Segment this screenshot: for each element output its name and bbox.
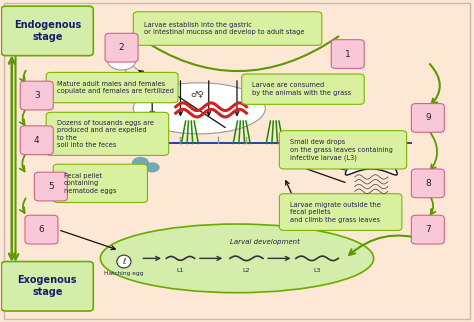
- Text: L3: L3: [313, 268, 321, 273]
- FancyBboxPatch shape: [20, 81, 53, 110]
- Circle shape: [108, 51, 136, 70]
- Text: Exogenous
stage: Exogenous stage: [18, 276, 77, 297]
- FancyBboxPatch shape: [242, 74, 364, 104]
- Text: ♂♀: ♂♀: [190, 90, 203, 99]
- FancyBboxPatch shape: [46, 72, 178, 103]
- Text: ℓ: ℓ: [122, 257, 126, 266]
- Text: 2: 2: [119, 43, 124, 52]
- Ellipse shape: [117, 255, 131, 268]
- FancyBboxPatch shape: [411, 215, 444, 244]
- Text: 8: 8: [425, 179, 431, 188]
- FancyBboxPatch shape: [53, 164, 147, 203]
- Circle shape: [115, 57, 119, 60]
- Ellipse shape: [133, 83, 265, 134]
- FancyBboxPatch shape: [1, 261, 93, 311]
- FancyBboxPatch shape: [105, 33, 138, 62]
- Text: Larvae migrate outside the
fecal pellets
and climb the grass leaves: Larvae migrate outside the fecal pellets…: [290, 202, 381, 223]
- Ellipse shape: [100, 224, 374, 293]
- FancyBboxPatch shape: [35, 172, 67, 201]
- Circle shape: [134, 169, 147, 178]
- Text: Fecal pellet
containing
nematode eggs: Fecal pellet containing nematode eggs: [64, 173, 116, 194]
- Text: Dozens of tousands eggs are
produced and are expelled
to the
soil into the feces: Dozens of tousands eggs are produced and…: [56, 119, 154, 148]
- Polygon shape: [346, 153, 397, 175]
- Text: L2: L2: [243, 268, 250, 273]
- FancyBboxPatch shape: [20, 126, 53, 155]
- Text: Larvae establish into the gastric
or intestinal mucosa and develop to adult stag: Larvae establish into the gastric or int…: [144, 22, 304, 35]
- FancyBboxPatch shape: [279, 131, 407, 169]
- FancyBboxPatch shape: [411, 169, 444, 198]
- Text: L1: L1: [177, 268, 184, 273]
- Circle shape: [145, 162, 160, 173]
- Text: Mature adult males and females
copulate and females are fertilized: Mature adult males and females copulate …: [56, 81, 173, 94]
- FancyBboxPatch shape: [25, 215, 58, 244]
- Circle shape: [132, 157, 149, 168]
- Text: 5: 5: [48, 182, 54, 191]
- Text: 9: 9: [425, 113, 431, 122]
- Text: Larval development: Larval development: [230, 239, 300, 245]
- Text: 1: 1: [345, 50, 351, 59]
- FancyBboxPatch shape: [331, 40, 364, 69]
- FancyBboxPatch shape: [279, 194, 402, 231]
- FancyBboxPatch shape: [4, 3, 470, 319]
- Text: Larvae are consumed
by the animals with the grass: Larvae are consumed by the animals with …: [252, 82, 351, 96]
- FancyBboxPatch shape: [133, 12, 322, 45]
- FancyBboxPatch shape: [411, 104, 444, 132]
- Text: 6: 6: [38, 225, 44, 234]
- FancyBboxPatch shape: [46, 112, 169, 156]
- Text: 4: 4: [34, 136, 39, 145]
- FancyBboxPatch shape: [1, 6, 93, 56]
- Text: 7: 7: [425, 225, 431, 234]
- Text: 3: 3: [34, 91, 40, 100]
- Text: Small dew drops
on the grass leaves containing
infective larvae (L3): Small dew drops on the grass leaves cont…: [290, 139, 392, 161]
- Text: Hatching egg: Hatching egg: [104, 271, 144, 276]
- Text: Endogenous
stage: Endogenous stage: [14, 20, 81, 42]
